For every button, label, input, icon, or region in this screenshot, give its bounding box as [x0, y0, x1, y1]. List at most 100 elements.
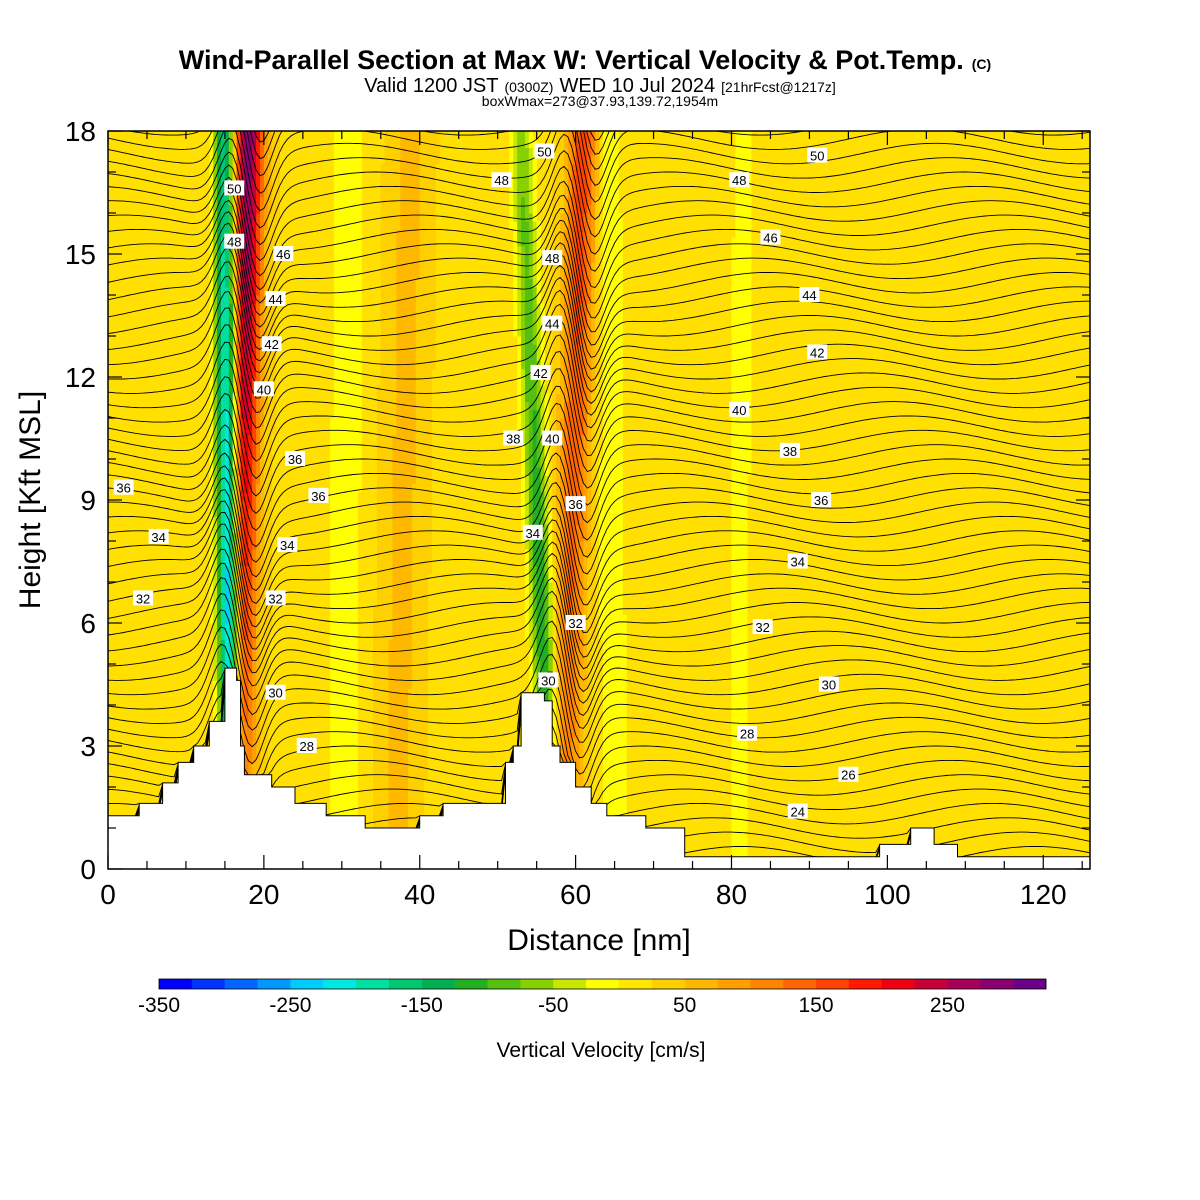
- velocity-cell: [587, 303, 592, 411]
- velocity-cell: [380, 163, 386, 869]
- velocity-cell: [591, 155, 596, 263]
- velocity-cell: [524, 401, 530, 476]
- contour-label: 38: [506, 432, 520, 447]
- velocity-cell: [256, 213, 261, 296]
- colorbar-swatch: [290, 979, 324, 989]
- y-tick-label: 15: [65, 239, 96, 270]
- contour-label: 40: [732, 403, 746, 418]
- velocity-cell: [221, 237, 226, 640]
- velocity-cell: [213, 131, 218, 517]
- colorbar-swatch: [947, 979, 981, 989]
- colorbar-swatch: [388, 979, 423, 989]
- velocity-cell: [221, 688, 226, 739]
- contour-label-box: [565, 615, 586, 630]
- colorbar-label: Vertical Velocity [cm/s]: [497, 1039, 706, 1062]
- velocity-cell: [224, 286, 230, 411]
- theta-contour-line: [108, 131, 1090, 229]
- contour-label-box: [737, 725, 758, 741]
- contour-label-box: [296, 738, 317, 753]
- velocity-cell: [587, 409, 592, 558]
- velocity-cell: [256, 606, 261, 780]
- contour-label: 42: [533, 366, 547, 381]
- velocity-cell: [524, 221, 530, 403]
- velocity-cell: [540, 303, 545, 386]
- contour-label: 34: [280, 538, 294, 553]
- velocity-cell: [419, 131, 425, 869]
- contour-label-box: [787, 553, 808, 569]
- velocity-cell: [252, 377, 257, 460]
- velocity-cell: [228, 557, 234, 673]
- velocity-cell: [267, 131, 273, 214]
- velocity-cell: [427, 131, 432, 575]
- velocity-cell: [532, 409, 538, 567]
- contour-label: 28: [740, 727, 754, 742]
- colorbar-tick-label: -350: [138, 994, 180, 1017]
- colorbar-swatch: [816, 979, 850, 989]
- velocity-cell: [560, 131, 565, 214]
- theta-contour-line: [108, 131, 1090, 212]
- velocity-cell: [591, 262, 596, 394]
- velocity-cell: [556, 688, 561, 796]
- theta-contour-line: [108, 562, 1090, 681]
- theta-contour-line: [108, 150, 1090, 262]
- velocity-cell: [524, 475, 530, 550]
- contour-label: 40: [257, 382, 271, 397]
- contour-label: 50: [227, 181, 241, 196]
- contour-label-box: [261, 336, 282, 352]
- contour-label-box: [787, 803, 808, 819]
- velocity-cell: [209, 131, 214, 624]
- velocity-cell: [240, 639, 245, 722]
- contour-label-box: [308, 487, 329, 503]
- contour-label: 48: [494, 173, 508, 188]
- contour-label-box: [224, 180, 245, 196]
- velocity-cell: [524, 131, 530, 148]
- chart-title: Wind-Parallel Section at Max W: Vertical…: [179, 45, 991, 75]
- velocity-cell: [606, 131, 612, 869]
- velocity-cell: [275, 131, 280, 222]
- contour-label: 28: [300, 739, 314, 754]
- theta-contour-line: [108, 672, 1090, 790]
- contour-label-box: [285, 451, 306, 466]
- velocity-cell: [622, 614, 627, 869]
- velocity-cell: [271, 131, 277, 435]
- velocity-cell: [213, 516, 218, 681]
- contour-label: 44: [802, 288, 816, 303]
- colorbar-swatch: [848, 979, 883, 989]
- chart-subtitle-box: boxWmax=273@37.93,139.72,1954m: [482, 93, 718, 109]
- theta-contour-line: [108, 234, 1090, 358]
- colorbar-swatch: [257, 979, 291, 989]
- contour-label-box: [811, 492, 832, 507]
- contour-label-box: [277, 537, 298, 553]
- velocity-cell: [252, 147, 257, 222]
- velocity-cell: [524, 147, 530, 222]
- velocity-cell: [536, 360, 542, 411]
- velocity-cell: [528, 213, 534, 280]
- velocity-cell: [731, 237, 736, 869]
- contour-label-box: [838, 766, 859, 782]
- velocity-cell: [224, 131, 230, 181]
- theta-contour-line: [108, 670, 1090, 788]
- velocity-cell: [591, 131, 596, 157]
- contour-label-box: [273, 246, 294, 261]
- velocity-cell: [337, 131, 343, 869]
- velocity-cell: [252, 131, 257, 148]
- theta-contour-line: [108, 385, 1090, 497]
- velocity-cell: [263, 131, 269, 230]
- velocity-cell: [248, 434, 253, 509]
- colorbar-swatch: [323, 979, 357, 989]
- velocity-cell: [244, 491, 249, 567]
- velocity-cell: [411, 483, 417, 869]
- velocity-cell: [528, 524, 534, 583]
- velocity-cell: [232, 147, 238, 296]
- velocity-cell: [618, 213, 623, 869]
- theta-contour-line: [108, 133, 1090, 246]
- velocity-cell: [256, 139, 261, 214]
- velocity-cell: [521, 368, 526, 444]
- contour-label-box: [807, 344, 828, 360]
- velocity-cell: [591, 393, 596, 640]
- velocity-cell: [532, 286, 538, 345]
- contour-label: 48: [732, 173, 746, 188]
- velocity-cell: [587, 204, 592, 304]
- contour-label: 32: [136, 591, 150, 606]
- velocity-cell: [521, 245, 526, 370]
